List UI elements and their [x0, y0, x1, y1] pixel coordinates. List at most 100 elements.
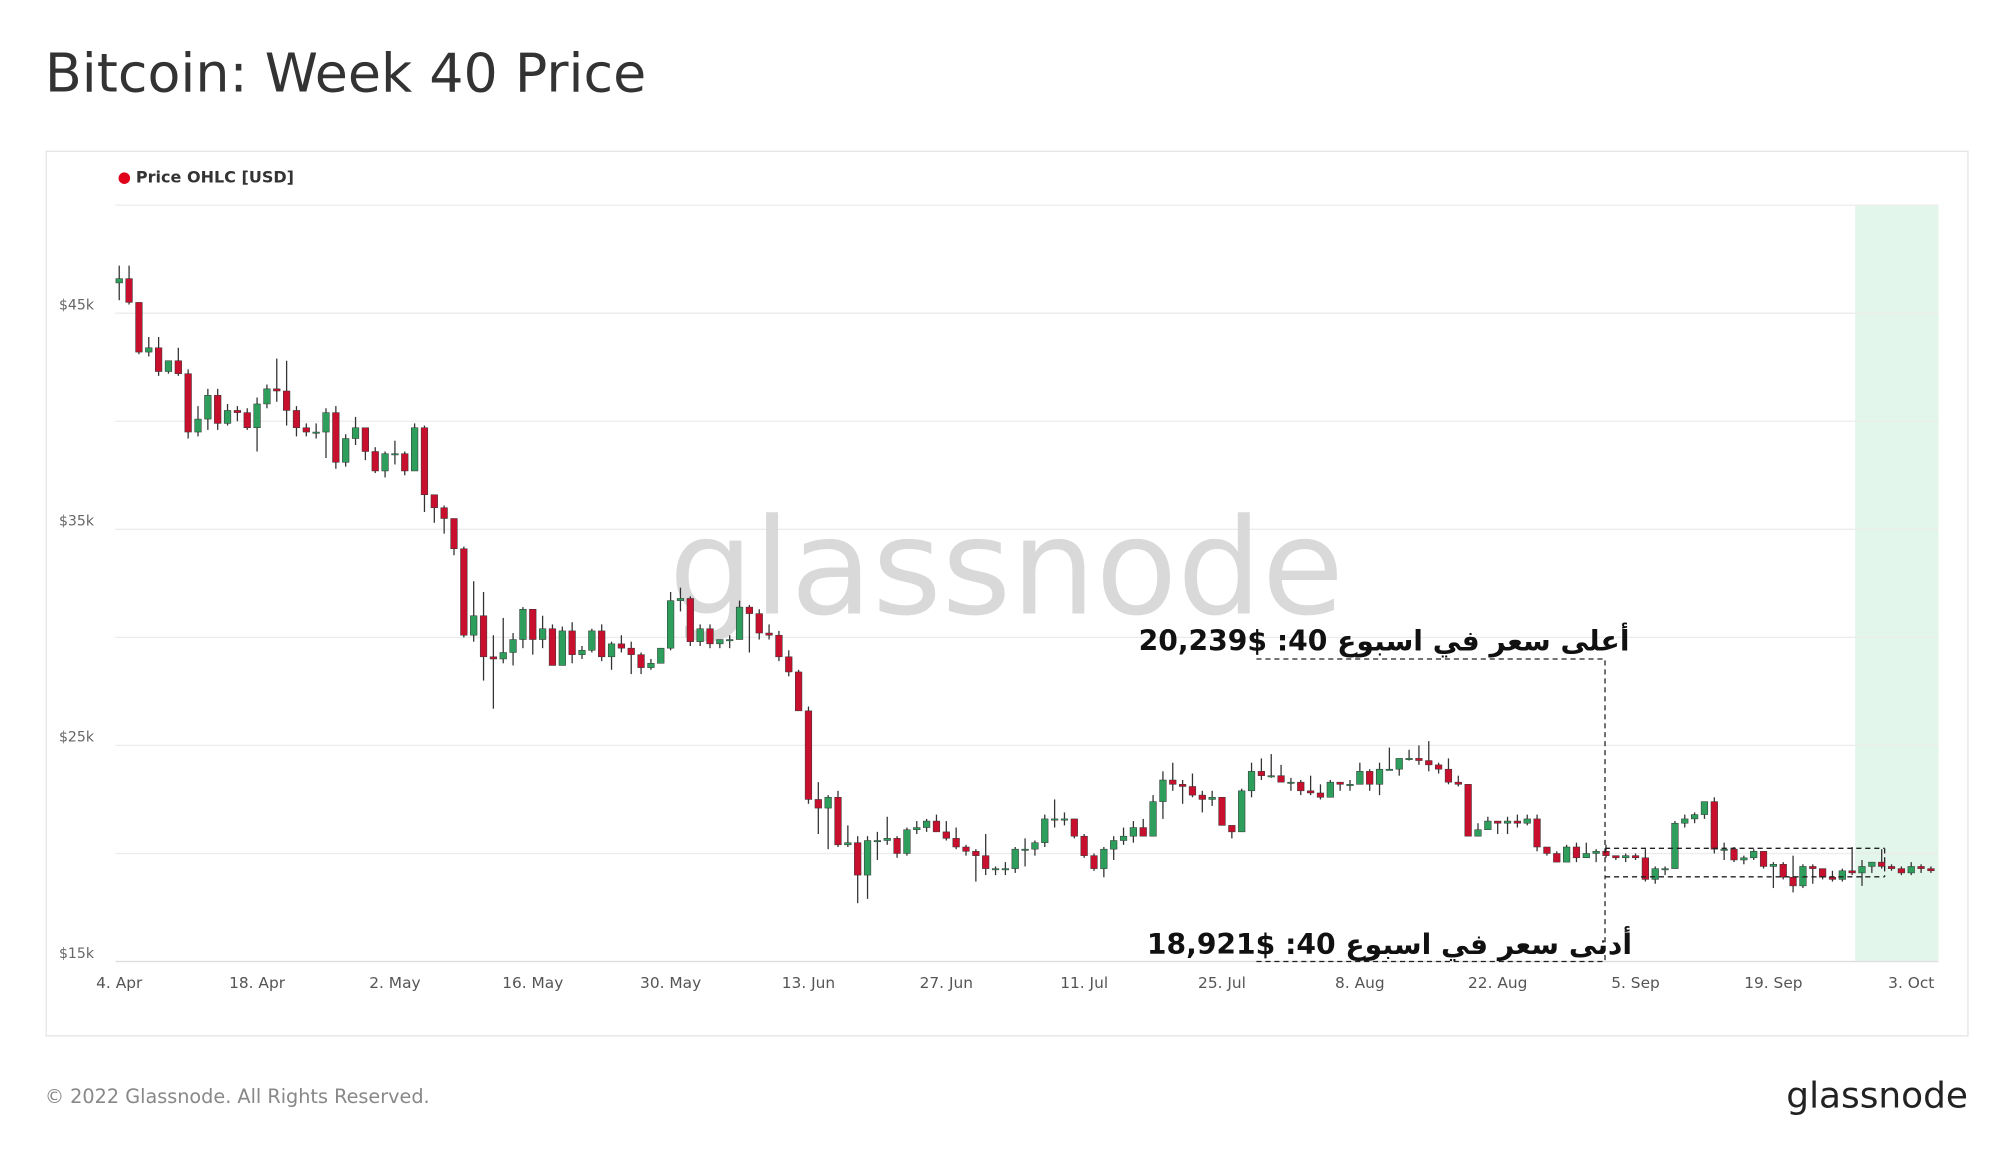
- candle-body: [972, 851, 980, 856]
- candle-body: [863, 840, 872, 876]
- candle-body: [657, 647, 665, 664]
- candle-body: [1228, 825, 1236, 833]
- candle-body: [755, 613, 763, 634]
- x-tick-label: 16. May: [502, 974, 563, 992]
- candle-body: [1316, 792, 1325, 798]
- candle-body: [243, 412, 251, 428]
- candle-body: [1671, 822, 1679, 869]
- candle-body: [1750, 851, 1758, 859]
- watermark: glassnode: [669, 491, 1344, 646]
- candle-body: [1100, 848, 1108, 869]
- candle-body: [470, 615, 478, 636]
- y-tick-label: $25k: [59, 730, 95, 746]
- candle-body: [420, 427, 429, 495]
- candle-body: [283, 390, 291, 411]
- candle-body: [1622, 855, 1630, 859]
- candle-body: [785, 656, 793, 673]
- candle-body: [548, 628, 557, 666]
- candle-body: [1868, 861, 1876, 867]
- candle-body: [1592, 851, 1600, 854]
- candle-body: [489, 656, 497, 660]
- candle-body: [1011, 848, 1019, 869]
- candle-body: [735, 606, 744, 640]
- candle-body: [1582, 853, 1590, 859]
- candle-body: [332, 412, 340, 463]
- x-tick-label: 11. Jul: [1060, 974, 1108, 992]
- candle-body: [391, 453, 399, 456]
- candle-body: [174, 360, 182, 374]
- candle-body: [1691, 814, 1699, 820]
- candle-body: [401, 453, 409, 472]
- candle-body: [1395, 758, 1403, 770]
- candle-body: [932, 820, 941, 833]
- candle-body: [1031, 842, 1039, 850]
- candle-body: [539, 628, 547, 640]
- candle-body: [1858, 866, 1866, 874]
- candle-body: [1887, 866, 1896, 869]
- candle-body: [292, 410, 301, 428]
- candle-body: [667, 600, 675, 649]
- candle-body: [273, 388, 281, 392]
- candle-body: [913, 827, 921, 830]
- candle-body: [135, 302, 143, 353]
- candle-body: [312, 431, 320, 434]
- y-tick-label: $45k: [59, 297, 95, 313]
- candle-body: [499, 652, 507, 660]
- x-tick-label: 4. Apr: [96, 974, 143, 992]
- x-tick-label: 2. May: [369, 974, 420, 992]
- candle-body: [1336, 781, 1344, 785]
- candle-body: [814, 799, 822, 809]
- candle-body: [1494, 820, 1502, 824]
- candle-body: [1129, 827, 1137, 837]
- candle-body: [155, 347, 163, 372]
- candle-body: [184, 373, 192, 433]
- candle-body: [1878, 861, 1886, 867]
- candle-body: [1484, 820, 1492, 830]
- candle-body: [1661, 868, 1669, 871]
- candle-body: [1385, 768, 1393, 771]
- x-tick-label: 22. Aug: [1468, 974, 1527, 992]
- candle-body: [1513, 820, 1521, 824]
- candle-body: [1641, 857, 1649, 880]
- candle-body: [1759, 851, 1768, 867]
- candle-body: [460, 548, 468, 636]
- candle-body: [1001, 868, 1009, 871]
- candle-body: [942, 831, 950, 839]
- candle-body: [1828, 876, 1837, 880]
- candle-body: [1474, 829, 1482, 837]
- candle-body: [115, 278, 123, 284]
- legend-marker: [118, 172, 131, 184]
- candle-body: [1287, 781, 1295, 784]
- candle-body: [1572, 846, 1581, 859]
- x-tick-label: 13. Jun: [782, 974, 835, 992]
- candle-body: [1533, 818, 1541, 848]
- candle-body: [381, 453, 389, 472]
- candle-body: [411, 427, 419, 472]
- chart-title: Bitcoin: Week 40 Price: [45, 42, 646, 105]
- candle-body: [982, 855, 990, 869]
- candle-body: [1897, 868, 1905, 874]
- candle-body: [1149, 801, 1157, 837]
- candle-body: [1375, 768, 1384, 785]
- candle-body: [1051, 818, 1059, 821]
- candle-body: [568, 630, 576, 655]
- candle-body: [233, 410, 241, 413]
- candle-body: [1415, 758, 1423, 761]
- candle-body: [1927, 868, 1935, 872]
- candle-body: [952, 838, 960, 848]
- candle-body: [1169, 779, 1177, 785]
- candle-body: [351, 427, 360, 439]
- candle-body: [440, 507, 448, 519]
- candle-body: [1257, 771, 1265, 776]
- candle-body: [706, 628, 714, 645]
- candle-body: [637, 654, 645, 668]
- candle-body: [1267, 775, 1275, 778]
- candle-body: [1247, 771, 1256, 792]
- x-tick-label: 30. May: [640, 974, 701, 992]
- candle-body: [873, 840, 881, 843]
- leader-low: [1256, 876, 1606, 963]
- candle-body: [1179, 784, 1187, 787]
- candle-body: [479, 615, 488, 658]
- candle-body: [322, 412, 330, 433]
- candle-body: [223, 410, 232, 424]
